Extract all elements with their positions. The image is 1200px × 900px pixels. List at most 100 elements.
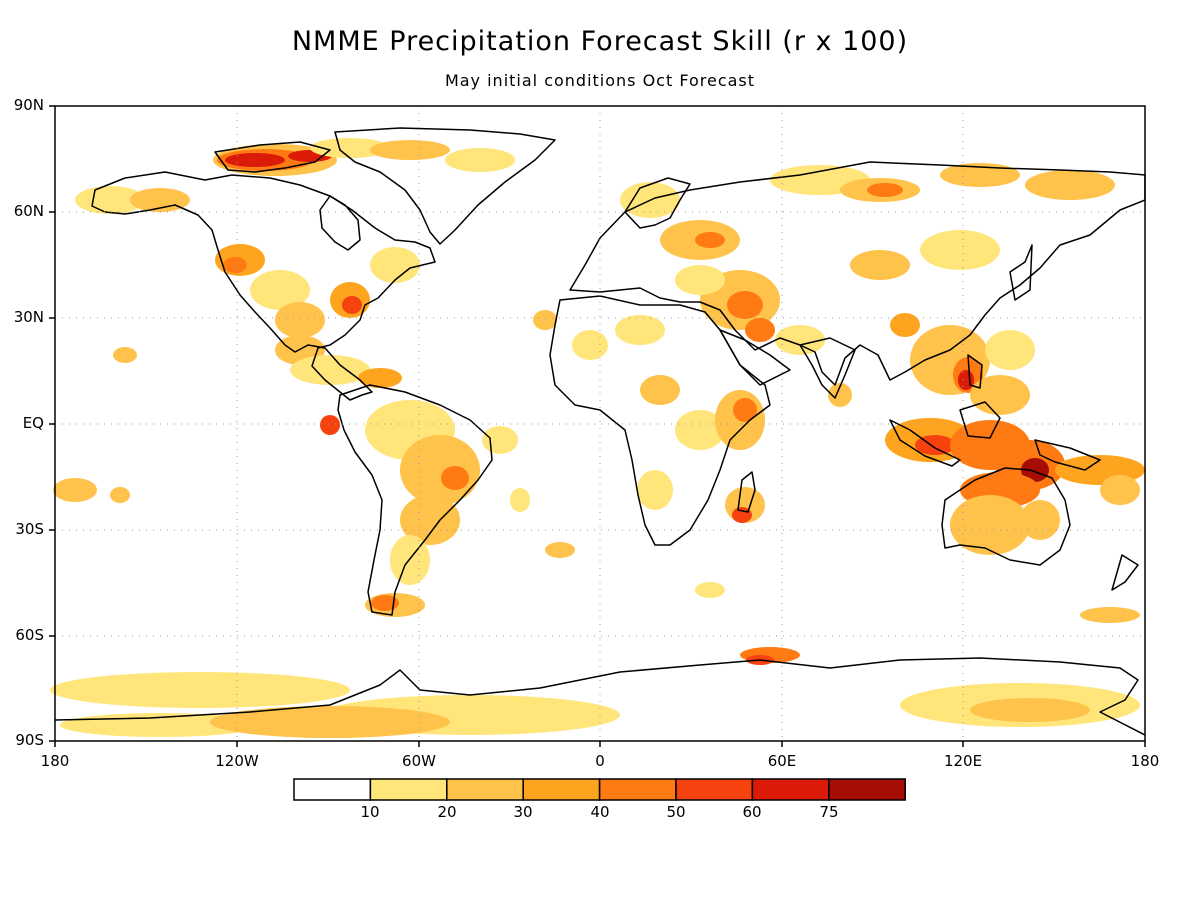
coastline-new-guinea	[1034, 439, 1101, 471]
coastline-australia	[941, 467, 1071, 566]
coastline-japan	[1009, 244, 1033, 301]
skill-patch-82	[970, 698, 1090, 722]
gridlines	[55, 106, 1145, 741]
skill-patch-70	[1021, 458, 1049, 482]
colorbar-swatch-5	[675, 778, 754, 801]
colorbar-swatch-4	[598, 778, 677, 801]
lon-label-120e: 120E	[943, 752, 983, 770]
coastline-greenland	[334, 127, 556, 245]
skill-patch-10	[223, 257, 247, 273]
skill-patch-18	[358, 368, 402, 388]
skill-patch-15	[370, 247, 420, 283]
skill-patch-39	[733, 398, 757, 422]
skill-patch-5	[370, 140, 450, 160]
lon-label-60w: 60W	[402, 752, 436, 770]
lon-label-0: 0	[595, 752, 605, 770]
colorbar-swatch-2	[446, 778, 524, 801]
skill-patch-57	[775, 325, 825, 355]
skill-patch-42	[732, 507, 752, 523]
skill-patch-46	[695, 232, 725, 248]
coastline-philippines	[967, 354, 983, 389]
colorbar-label-30: 30	[513, 803, 533, 821]
coastline-madagascar	[737, 471, 756, 513]
coastline-antarctica	[54, 657, 1146, 736]
colorbar-label-40: 40	[590, 803, 610, 821]
skill-patch-4	[310, 138, 390, 158]
skill-patch-60	[890, 313, 920, 337]
coastline-south-america	[337, 384, 493, 616]
skill-patch-72	[950, 495, 1030, 555]
colorbar-label-10: 10	[360, 803, 380, 821]
lon-label-60e: 60E	[767, 752, 797, 770]
map-title: NMME Precipitation Forecast Skill (r x 1…	[291, 26, 909, 57]
skill-patch-63	[958, 370, 974, 390]
lat-label-30n: 30N	[13, 308, 44, 326]
skill-patch-58	[675, 265, 725, 295]
lat-label-60s: 60S	[15, 626, 44, 644]
skill-patch-23	[441, 466, 469, 490]
skill-patch-50	[940, 163, 1020, 187]
skill-patch-53	[850, 250, 910, 280]
skill-patch-14	[342, 296, 362, 314]
coastline-layer	[54, 127, 1146, 736]
colorbar-swatch-3	[522, 778, 601, 801]
skill-patch-76	[1080, 607, 1140, 623]
skill-patch-30	[53, 478, 97, 502]
skill-patch-29	[510, 488, 530, 512]
lat-label-90n: 90N	[13, 96, 44, 114]
colorbar-swatch-0	[293, 778, 372, 801]
coastline-hudson-bay	[319, 195, 361, 251]
colorbar-label-75: 75	[819, 803, 839, 821]
axis-ticks	[49, 105, 1146, 747]
coastline-borneo	[959, 401, 1001, 439]
colorbar-label-60: 60	[742, 803, 762, 821]
skill-patch-34	[572, 330, 608, 360]
skill-patch-22	[400, 435, 480, 505]
skill-patch-11	[250, 270, 310, 310]
lon-label-180e: 180	[1130, 752, 1160, 770]
skill-patch-36	[640, 375, 680, 405]
lat-label-60n: 60N	[13, 202, 44, 220]
skill-patch-33	[533, 310, 557, 330]
colorbar-swatch-1	[369, 778, 448, 801]
skill-shading-layer	[50, 138, 1145, 738]
skill-patch-2	[225, 153, 285, 167]
skill-patch-8	[130, 188, 190, 212]
skill-patch-79	[50, 672, 350, 708]
skill-patch-25	[390, 535, 430, 585]
skill-patch-75	[1100, 475, 1140, 505]
coastline-africa	[549, 295, 771, 546]
coastline-new-zealand	[1111, 554, 1139, 591]
skill-patch-12	[275, 302, 325, 338]
colorbar-label-20: 20	[437, 803, 457, 821]
skill-patch-43	[695, 582, 725, 598]
map-subtitle: May initial conditions Oct Forecast	[444, 71, 756, 90]
colorbar-swatch-6	[751, 778, 830, 801]
coastline-scandinavia	[624, 177, 691, 229]
skill-patch-28	[482, 426, 518, 454]
skill-patch-56	[745, 318, 775, 342]
lon-label-180w: 180	[40, 752, 70, 770]
skill-patch-32	[545, 542, 575, 558]
skill-patch-19	[320, 415, 340, 435]
lat-label-eq: EQ	[22, 414, 44, 432]
skill-patch-6	[445, 148, 515, 172]
lat-label-30s: 30S	[15, 520, 44, 538]
skill-patch-65	[970, 375, 1030, 415]
skill-patch-64	[985, 330, 1035, 370]
skill-patch-35	[615, 315, 665, 345]
skill-patch-17	[290, 355, 370, 385]
skill-patch-40	[637, 470, 673, 510]
skill-patch-52	[920, 230, 1000, 270]
skill-patch-55	[727, 291, 763, 319]
skill-patch-37	[675, 410, 725, 450]
colorbar	[293, 778, 906, 801]
skill-patch-20	[113, 347, 137, 363]
skill-patch-27	[371, 595, 399, 611]
skill-patch-49	[867, 183, 903, 197]
skill-patch-24	[400, 495, 460, 545]
lat-label-90s: 90S	[15, 731, 44, 749]
coastline-arctic-islands	[214, 141, 331, 173]
lon-label-120w: 120W	[215, 752, 259, 770]
